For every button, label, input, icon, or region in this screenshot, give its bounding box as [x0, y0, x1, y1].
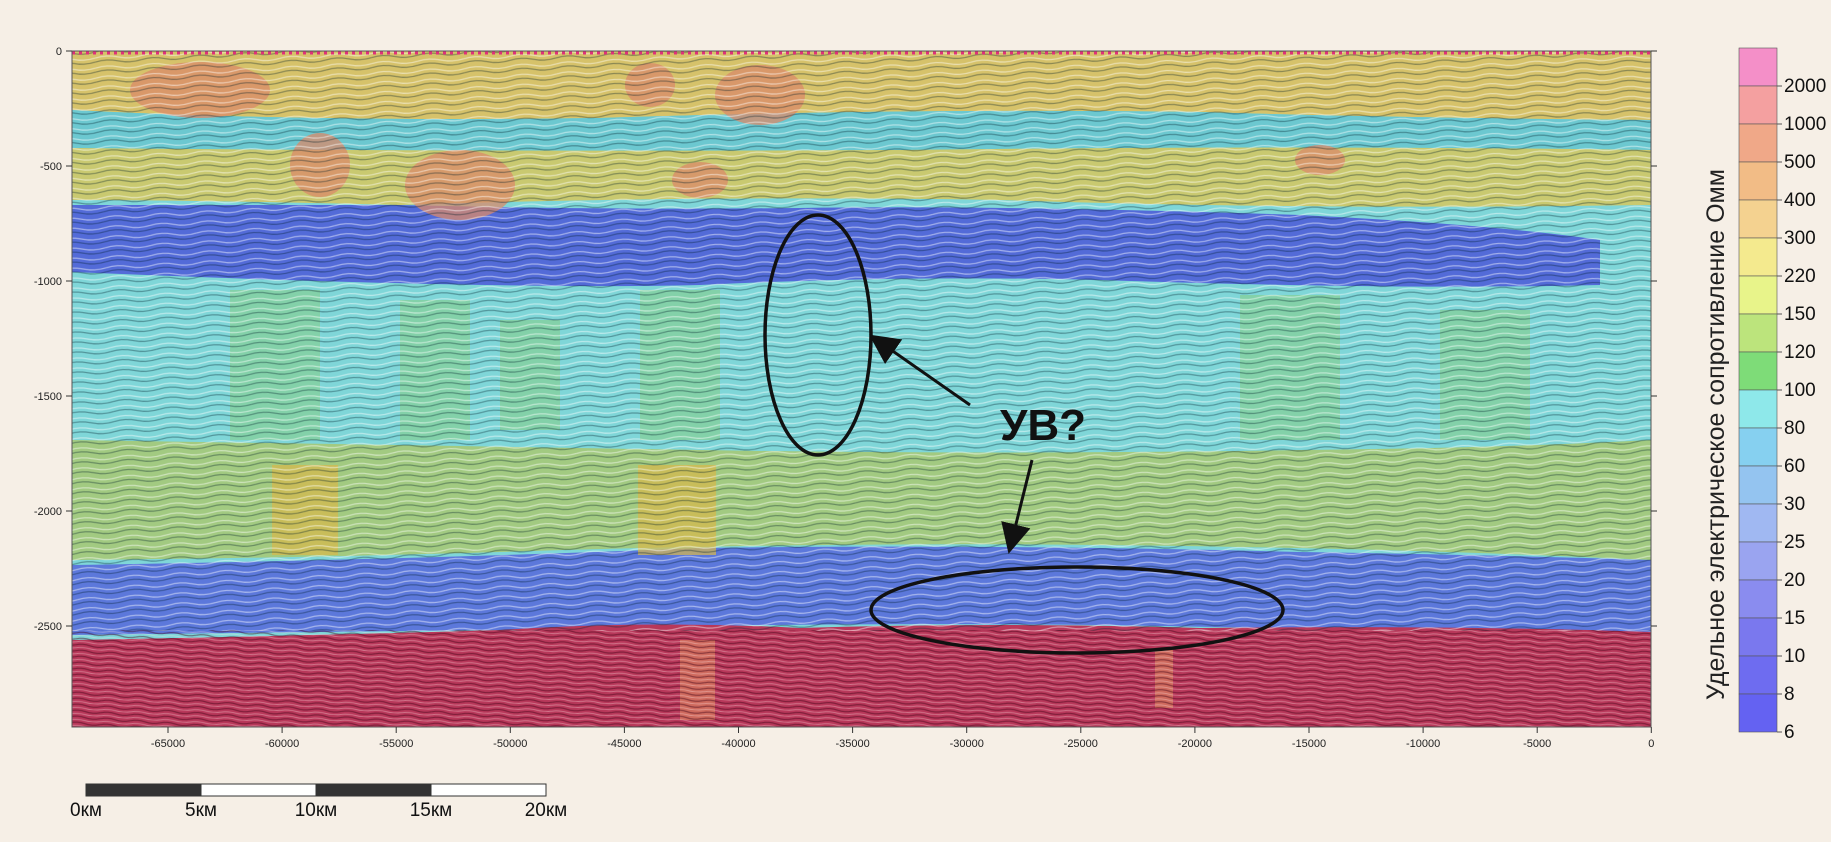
legend-label: 8 — [1784, 684, 1795, 705]
legend-label: 2000 — [1784, 76, 1826, 97]
legend-label: 120 — [1784, 342, 1816, 363]
legend-label: 6 — [1784, 722, 1795, 743]
legend-label: 60 — [1784, 456, 1805, 477]
arrow-to-horizontal-anomaly — [1001, 459, 1034, 554]
plot-frame — [71, 50, 1652, 728]
legend-swatch — [1738, 199, 1778, 239]
legend-swatch — [1738, 313, 1778, 353]
y-axis: 0 -500 -1000 -1500 -2000 -2500 — [34, 46, 1657, 633]
legend-swatch — [1738, 655, 1778, 695]
x-tick-label: 0 — [1648, 738, 1654, 750]
legend-swatch — [1738, 389, 1778, 429]
legend-label: 1000 — [1784, 114, 1826, 135]
scale-bar-label: 20км — [525, 800, 568, 821]
legend-swatch — [1738, 275, 1778, 315]
legend-swatch — [1738, 465, 1778, 505]
legend-swatch — [1738, 123, 1778, 163]
y-tick-label: -2000 — [34, 506, 62, 518]
x-tick-label: -30000 — [950, 738, 984, 750]
scale-bar: 0км 5км 10км 15км 20км — [70, 783, 568, 821]
legend-swatch — [1738, 161, 1778, 201]
x-tick-label: -60000 — [265, 738, 299, 750]
scale-bar-label: 5км — [185, 800, 217, 821]
x-tick-label: -15000 — [1292, 738, 1326, 750]
legend-label: 220 — [1784, 266, 1816, 287]
anomaly-ellipse-horizontal — [869, 565, 1285, 655]
y-tick-label: -500 — [40, 161, 62, 173]
legend-swatch — [1738, 579, 1778, 619]
legend-swatch — [1738, 693, 1778, 733]
x-tick-label: -25000 — [1064, 738, 1098, 750]
x-tick-label: -45000 — [607, 738, 641, 750]
x-tick-label: -10000 — [1406, 738, 1440, 750]
arrow-to-vertical-anomaly — [869, 334, 971, 407]
x-tick-label: -65000 — [151, 738, 185, 750]
legend-swatch — [1738, 541, 1778, 581]
x-tick-label: -55000 — [379, 738, 413, 750]
legend-label: 25 — [1784, 532, 1805, 553]
hydrocarbon-annotations: УВ? — [763, 213, 1285, 655]
legend-label: 500 — [1784, 152, 1816, 173]
legend-label: 150 — [1784, 304, 1816, 325]
y-tick-label: 0 — [56, 46, 62, 58]
legend-label: 20 — [1784, 570, 1805, 591]
legend-label: 300 — [1784, 228, 1816, 249]
x-tick-label: -35000 — [835, 738, 869, 750]
legend-label: 80 — [1784, 418, 1805, 439]
hydrocarbon-question-label: УВ? — [1000, 401, 1086, 450]
scale-bar-label: 0км — [70, 800, 102, 821]
y-tick-label: -1000 — [34, 276, 62, 288]
legend-swatch — [1738, 85, 1778, 125]
legend-swatch — [1738, 47, 1778, 87]
scale-bar-label: 10км — [295, 800, 338, 821]
legend-label: 15 — [1784, 608, 1805, 629]
legend-label: 100 — [1784, 380, 1816, 401]
y-tick-label: -1500 — [34, 391, 62, 403]
x-tick-label: -20000 — [1178, 738, 1212, 750]
legend-swatch — [1738, 503, 1778, 543]
legend-title: Удельное электрическое сопротивление Омм — [1702, 169, 1730, 700]
legend-label: 30 — [1784, 494, 1805, 515]
x-tick-label: -40000 — [721, 738, 755, 750]
scale-bar-label: 15км — [410, 800, 453, 821]
legend-swatch — [1738, 617, 1778, 657]
legend-swatch — [1738, 427, 1778, 467]
x-tick-label: -50000 — [493, 738, 527, 750]
legend-swatch — [1738, 351, 1778, 391]
y-tick-label: -2500 — [34, 621, 62, 633]
section-plot — [72, 51, 1651, 727]
legend-label: 400 — [1784, 190, 1816, 211]
x-axis: -65000 -60000 -55000 -50000 -45000 -40000 -350… — [151, 727, 1654, 750]
legend-label: 10 — [1784, 646, 1805, 667]
legend-swatch — [1738, 237, 1778, 277]
x-tick-label: -5000 — [1523, 738, 1551, 750]
resistivity-legend: 2000 1000 500 400 300 220 150 120 100 80 60 30 25 20 1… — [1702, 47, 1826, 743]
